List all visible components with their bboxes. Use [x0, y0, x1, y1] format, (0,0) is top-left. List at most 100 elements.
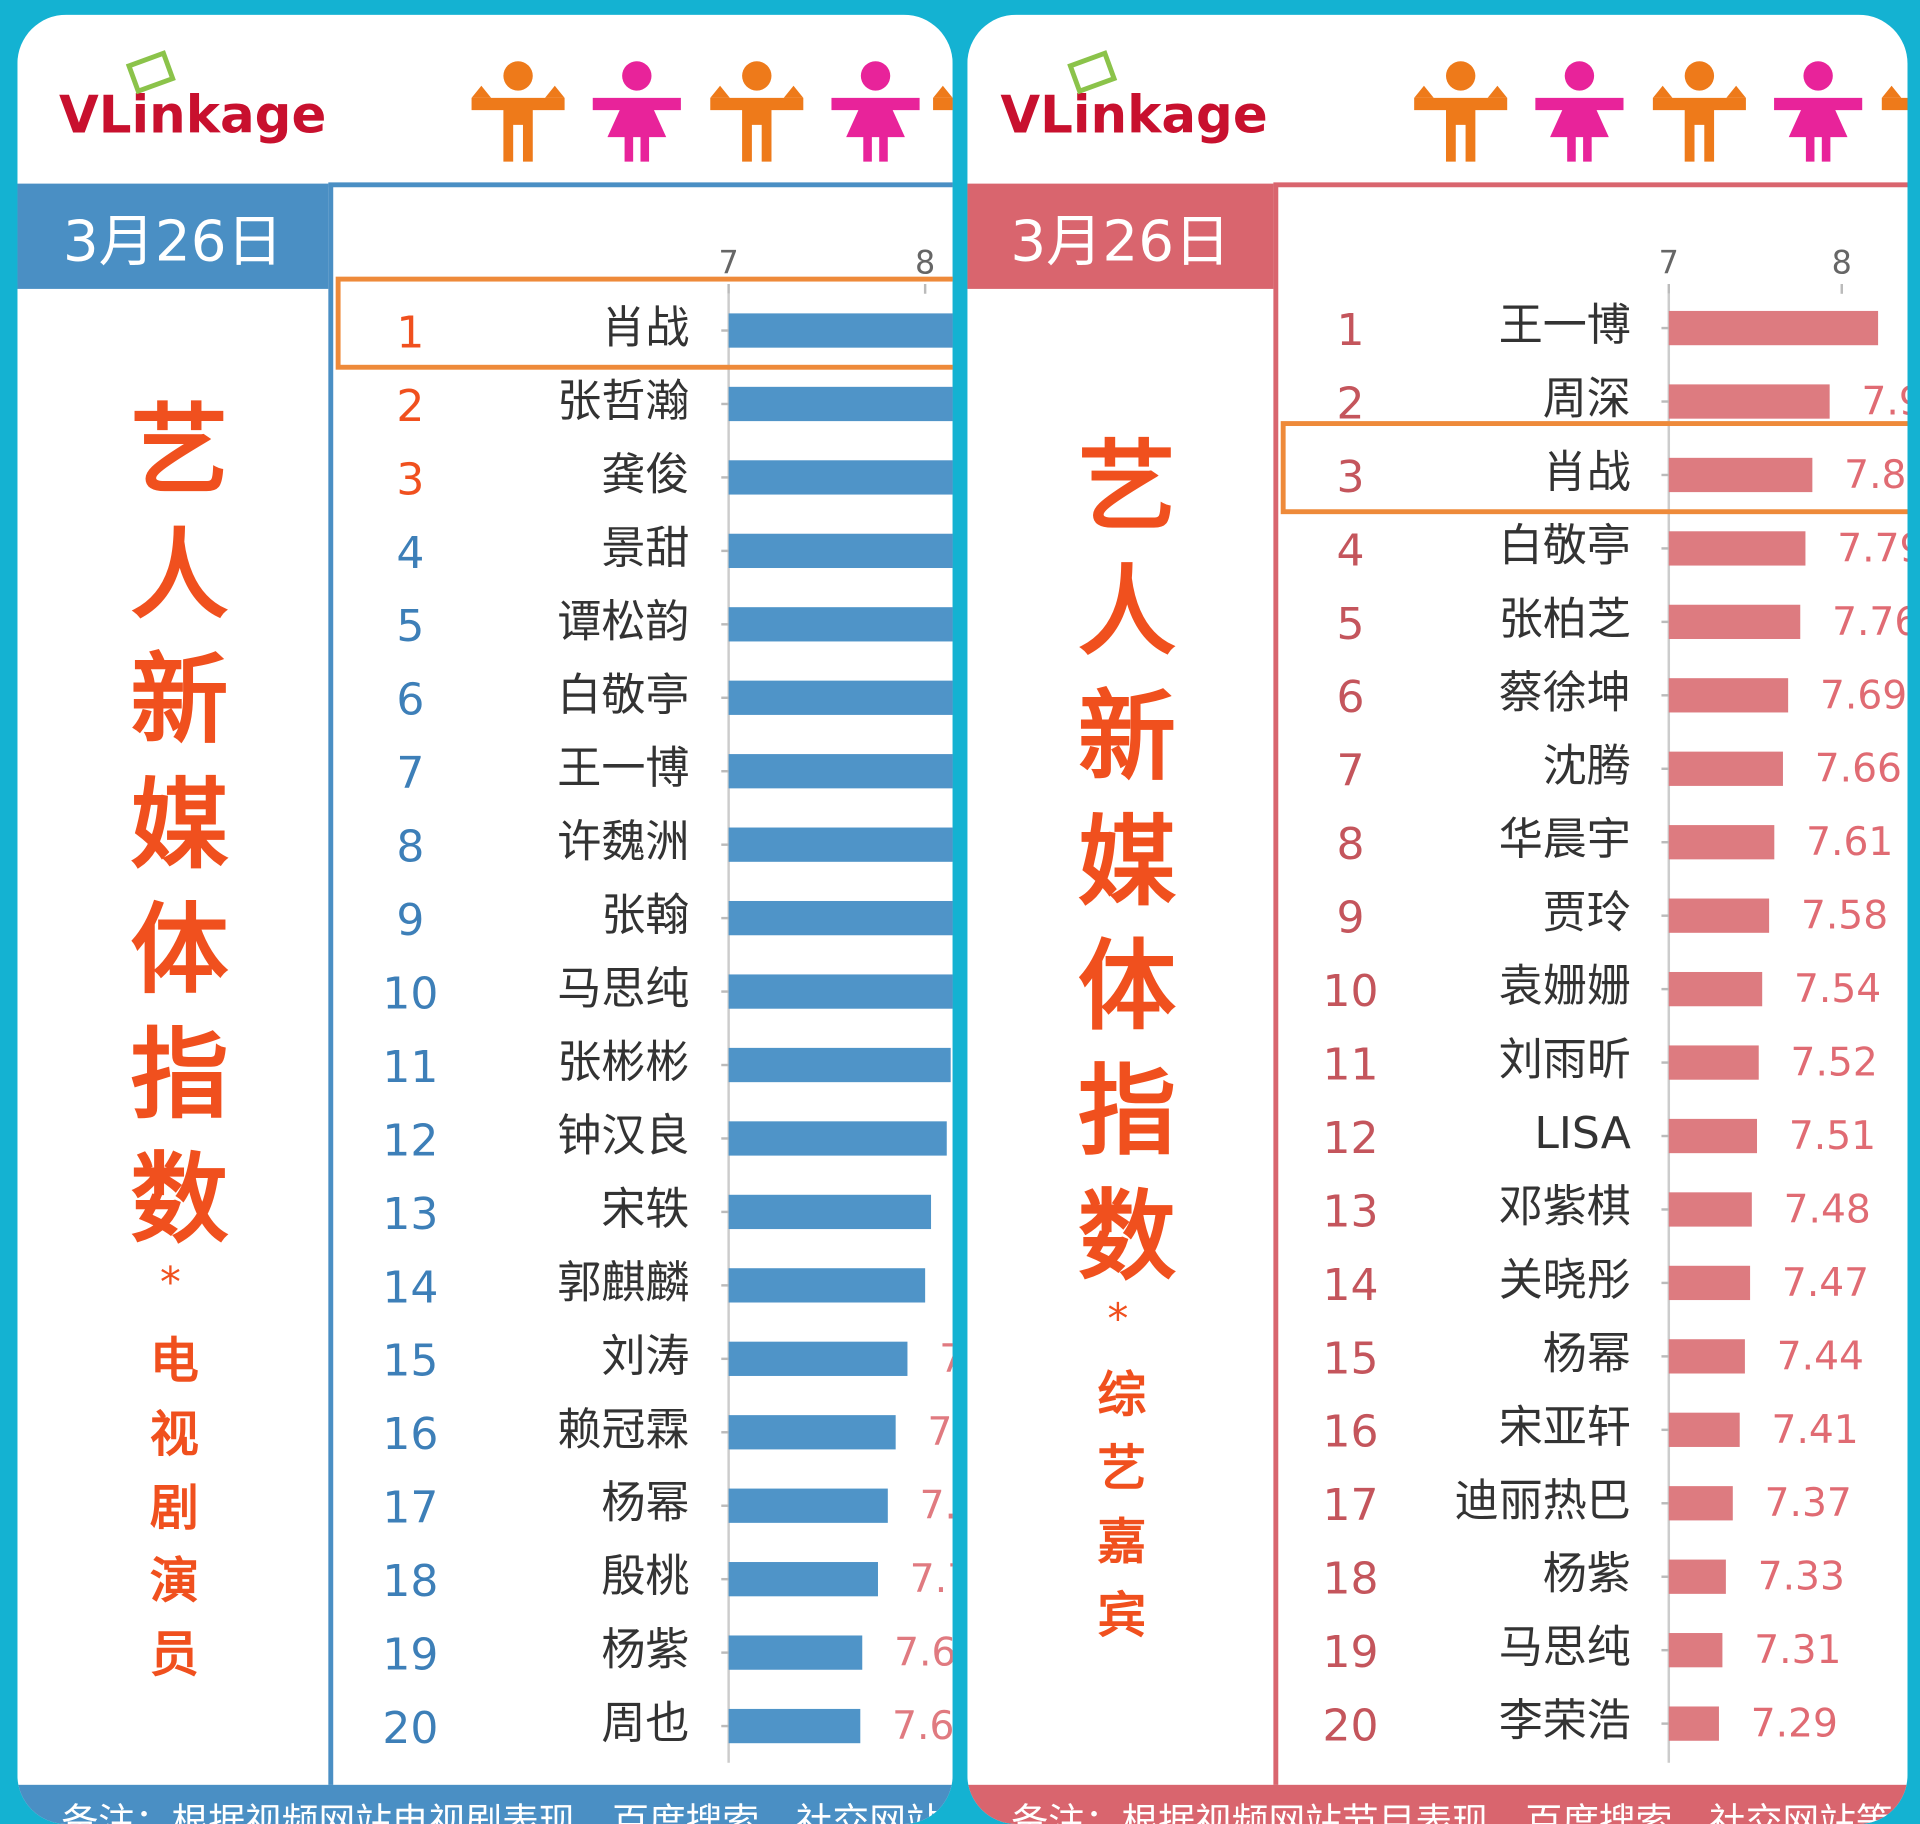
bar — [728, 900, 953, 936]
rank: 19 — [382, 1630, 438, 1681]
rank: 6 — [1336, 672, 1364, 723]
footer-note: 备注：根据视频网站节目表现、百度搜索、社交网站等 — [1011, 1800, 1892, 1824]
name: 关晓彤 — [1499, 1255, 1631, 1306]
value-label: 7.48 — [1784, 1187, 1871, 1232]
value-label: 7.58 — [1801, 894, 1888, 939]
bar — [728, 1708, 861, 1744]
bar — [728, 533, 953, 569]
name: LISA — [1534, 1108, 1630, 1159]
x-tick-label: 7 — [719, 243, 739, 281]
name: 沈腾 — [1543, 741, 1631, 792]
date-band — [17, 183, 329, 289]
rank: 5 — [396, 601, 424, 652]
name: 马思纯 — [557, 964, 689, 1015]
value-label: 7.76 — [910, 1557, 997, 1602]
bar — [1668, 898, 1770, 933]
name: 郭麒麟 — [557, 1257, 689, 1308]
bar — [1668, 751, 1783, 786]
x-tick-label: 7 — [1659, 243, 1679, 281]
bar — [1668, 604, 1801, 640]
rank: 13 — [382, 1189, 438, 1240]
name: 白敬亭 — [557, 670, 689, 721]
rank: 8 — [1336, 819, 1364, 870]
name: 王一博 — [557, 743, 689, 794]
rank: 13 — [1322, 1186, 1378, 1237]
logo: VLinkage — [1000, 86, 1267, 146]
bar — [728, 1047, 951, 1083]
bar — [728, 754, 953, 789]
value-label: 7.47 — [1782, 1261, 1869, 1306]
name: 刘雨昕 — [1499, 1035, 1631, 1086]
name: 王一博 — [1499, 300, 1631, 351]
rank: 15 — [1322, 1333, 1378, 1384]
bar — [1668, 310, 1879, 346]
value-label: 7.44 — [1777, 1334, 1864, 1379]
name: 谭松韵 — [557, 596, 689, 647]
name: 肖战 — [1543, 447, 1631, 498]
value-label: 7.31 — [1754, 1628, 1841, 1673]
value-label: 7.79 — [1837, 526, 1920, 571]
name: 迪丽热巴 — [1455, 1475, 1631, 1526]
footer-band — [967, 1784, 1908, 1824]
rank: 9 — [396, 895, 424, 946]
value-label: 7.68 — [894, 1631, 981, 1676]
bar — [1668, 1045, 1759, 1080]
bar — [728, 607, 953, 642]
rank: 7 — [1336, 746, 1364, 797]
panels: VLinkage3月26日艺人新媒体指数*电视剧演员781肖战8.62张哲瀚8.… — [17, 14, 1920, 1824]
value-label: 7.52 — [1791, 1041, 1878, 1086]
name: 龚俊 — [601, 449, 689, 500]
bar — [1668, 384, 1830, 419]
bar — [728, 460, 953, 495]
bar — [1668, 1118, 1758, 1154]
name: 张彬彬 — [557, 1037, 689, 1088]
star: * — [1108, 1294, 1129, 1343]
bar — [1668, 531, 1806, 566]
rank: 3 — [1336, 452, 1364, 503]
bar — [1668, 1339, 1745, 1374]
bar — [1668, 1412, 1740, 1447]
rank: 16 — [382, 1409, 438, 1460]
bar — [1668, 825, 1775, 860]
star: * — [160, 1257, 181, 1306]
x-tick-label: 8 — [915, 243, 935, 281]
date: 3月26日 — [63, 209, 283, 274]
name: 华晨宇 — [1499, 814, 1631, 865]
bar — [1668, 1706, 1719, 1741]
panel: VLinkage3月26日艺人新媒体指数*电视剧演员781肖战8.62张哲瀚8.… — [17, 14, 997, 1824]
name: 宋亚轩 — [1499, 1402, 1631, 1453]
footer-band — [17, 1784, 953, 1824]
rank: 7 — [396, 748, 424, 799]
bar — [728, 1121, 947, 1156]
bar — [728, 386, 953, 422]
date-band — [967, 183, 1274, 289]
name: 许魏洲 — [557, 817, 689, 868]
rank: 14 — [1322, 1260, 1378, 1311]
rank: 5 — [1336, 599, 1364, 650]
bar — [1668, 1633, 1723, 1668]
value-label: 7.93 — [1861, 379, 1920, 424]
value-label: 7.51 — [1789, 1114, 1876, 1159]
value-label: 7.29 — [1751, 1702, 1838, 1747]
rank: 17 — [382, 1483, 438, 1534]
name: 马思纯 — [1499, 1622, 1631, 1673]
bar — [728, 1415, 896, 1450]
name: 李荣浩 — [1499, 1696, 1631, 1747]
value-label: 8.21 — [1910, 306, 1920, 351]
value-label: 7.33 — [1758, 1555, 1845, 1600]
rank: 12 — [1322, 1113, 1378, 1164]
name: 杨紫 — [601, 1625, 689, 1676]
rank: 17 — [1322, 1480, 1378, 1531]
bar — [1668, 678, 1789, 713]
rank: 1 — [1336, 305, 1364, 356]
value-label: 7.41 — [1772, 1408, 1859, 1453]
name: 殷桃 — [601, 1551, 689, 1602]
name: 邓紫棋 — [1499, 1181, 1631, 1232]
name: 蔡徐坤 — [1499, 667, 1631, 718]
logo-mark — [125, 50, 176, 95]
rank: 15 — [382, 1336, 438, 1387]
name: 张柏芝 — [1499, 594, 1631, 645]
